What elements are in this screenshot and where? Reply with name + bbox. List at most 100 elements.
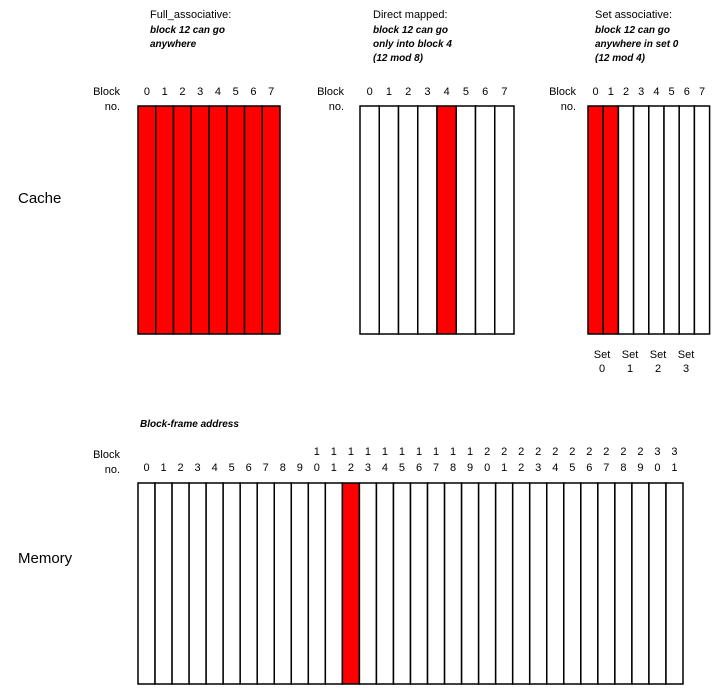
memory-tens-digit-23: 2 xyxy=(535,446,541,458)
block-label-word: Block xyxy=(93,449,120,461)
memory-block-8 xyxy=(273,482,293,685)
fully-block-2 xyxy=(172,105,192,335)
memory-tens-digit-20: 2 xyxy=(484,446,490,458)
memory-ones-digit-26: 6 xyxy=(586,462,592,474)
set-label-top-1: Set xyxy=(622,349,639,361)
set-label-bottom-3: 3 xyxy=(683,363,689,375)
memory-ones-digit-16: 6 xyxy=(416,462,422,474)
memory-block-22 xyxy=(511,482,531,685)
memory-block-5 xyxy=(222,482,241,685)
direct-block-6 xyxy=(474,105,496,335)
memory-tens-digit-14: 1 xyxy=(382,446,388,458)
memory-tens-digit-18: 1 xyxy=(450,446,456,458)
set-label-top-2: Set xyxy=(650,349,667,361)
direct-block-4 xyxy=(436,105,457,335)
direct-block-1 xyxy=(378,105,400,335)
memory-tens-digit-16: 1 xyxy=(416,446,422,458)
block-label-word: Block xyxy=(317,86,344,98)
memory-tens-digit-13: 1 xyxy=(365,446,371,458)
memory-block-6 xyxy=(239,482,258,685)
memory-block-1 xyxy=(154,482,173,685)
direct-mapped-title: Direct mapped: block 12 can go only into… xyxy=(373,9,452,64)
no-label-word: no. xyxy=(105,101,120,113)
fully-block-number-7: 7 xyxy=(268,86,274,98)
direct-block-number-3: 3 xyxy=(424,86,430,98)
memory-block-18 xyxy=(443,482,463,685)
memory-block-0 xyxy=(137,482,156,685)
set-block-no-label: Block no. xyxy=(549,86,576,113)
memory-block-21 xyxy=(494,482,514,685)
memory-block-26 xyxy=(580,482,599,685)
memory-ones-digit-10: 0 xyxy=(314,462,320,474)
memory-block-2 xyxy=(171,482,190,685)
set-title-line-2: block 12 can go xyxy=(595,25,670,36)
set-title-line-3: anywhere in set 0 xyxy=(595,39,679,50)
block-label-word: Block xyxy=(93,86,120,98)
memory-tens-digit-10: 1 xyxy=(314,446,320,458)
memory-ones-digit-6: 6 xyxy=(246,462,252,474)
set-block-5 xyxy=(663,105,680,335)
direct-block-number-7: 7 xyxy=(501,86,507,98)
memory-tens-digit-15: 1 xyxy=(399,446,405,458)
memory-block-12 xyxy=(341,482,361,685)
set-block-number-6: 6 xyxy=(684,86,690,98)
memory-tens-digit-31: 3 xyxy=(671,446,677,458)
set-block-number-0: 0 xyxy=(593,86,599,98)
memory-block-13 xyxy=(358,482,378,685)
memory-block-23 xyxy=(528,482,548,685)
memory-tens-digit-30: 3 xyxy=(654,446,660,458)
memory-ones-digit-11: 1 xyxy=(331,462,337,474)
no-label-word: no. xyxy=(105,464,120,476)
memory-ones-digit-12: 2 xyxy=(348,462,354,474)
direct-block-2 xyxy=(397,105,419,335)
memory-tens-digit-17: 1 xyxy=(433,446,439,458)
direct-block-number-1: 1 xyxy=(386,86,392,98)
memory-block-28 xyxy=(614,482,633,685)
memory-ones-digit-2: 2 xyxy=(178,462,184,474)
memory-block-24 xyxy=(546,482,565,685)
set-labels: Set 0 Set 1 Set 2 Set 3 xyxy=(594,349,695,375)
fully-block-number-2: 2 xyxy=(179,86,185,98)
fully-block-number-6: 6 xyxy=(250,86,256,98)
fully-block-5 xyxy=(226,105,246,335)
memory-ones-digit-20: 0 xyxy=(484,462,490,474)
set-label-bottom-1: 1 xyxy=(627,363,633,375)
memory-tens-digit-24: 2 xyxy=(552,446,558,458)
memory-tens-digit-12: 1 xyxy=(348,446,354,458)
set-block-number-4: 4 xyxy=(653,86,659,98)
memory-ones-digit-25: 5 xyxy=(569,462,575,474)
direct-title-line-4: (12 mod 8) xyxy=(373,53,424,64)
fully-title-line-1: Full_associative: xyxy=(150,9,231,21)
direct-block-5 xyxy=(455,105,477,335)
memory-ones-digit-23: 3 xyxy=(535,462,541,474)
memory-ones-digit-14: 4 xyxy=(382,462,388,474)
memory-block-9 xyxy=(290,482,310,685)
no-label-word: no. xyxy=(561,101,576,113)
set-title-line-1: Set associative: xyxy=(595,9,672,21)
memory-label: Memory xyxy=(18,550,73,567)
memory-ones-digit-9: 9 xyxy=(297,462,303,474)
fully-block-6 xyxy=(243,105,263,335)
memory-ones-digit-18: 8 xyxy=(450,462,456,474)
memory-ones-digit-8: 8 xyxy=(280,462,286,474)
fully-block-7 xyxy=(261,105,281,335)
set-label-top-0: Set xyxy=(594,349,611,361)
direct-block-number-5: 5 xyxy=(463,86,469,98)
memory-ones-digit-7: 7 xyxy=(263,462,269,474)
memory-block-30 xyxy=(648,482,667,685)
set-block-number-2: 2 xyxy=(623,86,629,98)
memory-tens-digit-22: 2 xyxy=(518,446,524,458)
memory-block-15 xyxy=(392,482,412,685)
no-label-word: no. xyxy=(329,101,344,113)
memory-tens-digit-25: 2 xyxy=(569,446,575,458)
direct-title-line-3: only into block 4 xyxy=(373,39,452,50)
memory-block-27 xyxy=(597,482,616,685)
memory-ones-digit-22: 2 xyxy=(518,462,524,474)
memory-block-20 xyxy=(477,482,497,685)
direct-title-line-2: block 12 can go xyxy=(373,25,448,36)
fully-block-4 xyxy=(208,105,228,335)
memory-block-25 xyxy=(563,482,582,685)
